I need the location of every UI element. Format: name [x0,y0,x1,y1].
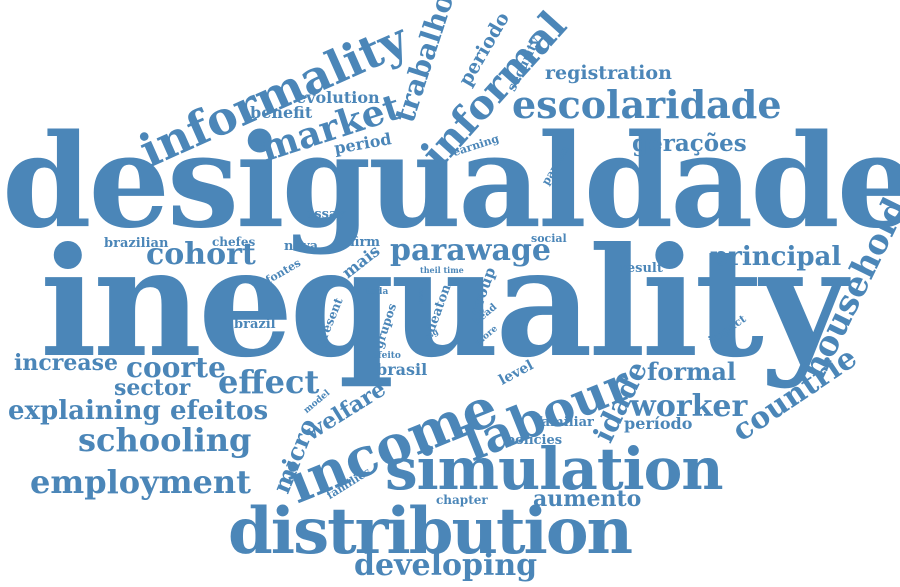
word-chapter: chapter [436,493,488,507]
word-brazil: brazil [234,317,276,332]
word-nova: nova [284,239,319,254]
word-registration: registration [545,62,672,84]
word-sector: sector [114,375,191,401]
word-desigualdade: desigualdade [2,107,900,257]
word-formal: formal [647,357,737,386]
word-esse: esse [415,287,425,304]
word-toda: toda [366,287,389,297]
word-brazilian: brazilian [104,236,169,251]
word-policies: policies [506,433,563,448]
word-essay: essay [306,207,345,222]
word-escolaridade: escolaridade [512,82,782,127]
word-parawage: parawage [390,233,551,268]
word-familiar: familiar [536,415,594,430]
word-developing: developing [354,548,538,583]
word-firm: firm [350,235,381,250]
word-employment: employment [30,463,251,501]
word-effect: effect [218,363,320,401]
word-inequality: inequality [40,215,847,391]
word-simulation: simulation [385,435,724,503]
word-efeitos: efeitos [170,396,269,426]
word-cohort: cohort [146,237,256,272]
word-increase: increase [14,350,118,376]
word-principal: principal [710,242,842,272]
word-distribution: distribution [228,494,633,569]
word-geracoes: gerações [632,130,747,157]
word-explaining: explaining [8,396,161,426]
word-brasil: brasil [376,360,428,379]
word-benefit: benefit [250,103,313,122]
word-result: result [620,261,663,276]
word-schooling: schooling [78,421,252,459]
word-coorte: coorte [126,351,226,384]
word-aumento: aumento [533,486,642,512]
word-evolution: evolution [296,88,380,107]
word-theil-time: theil time [420,265,464,275]
word-worker: worker [630,389,748,424]
word-social: social [531,232,567,245]
word-periodo-accent: período [624,414,693,433]
word-efeito: efeito [372,351,401,361]
word-chefes: chefes [212,235,256,249]
